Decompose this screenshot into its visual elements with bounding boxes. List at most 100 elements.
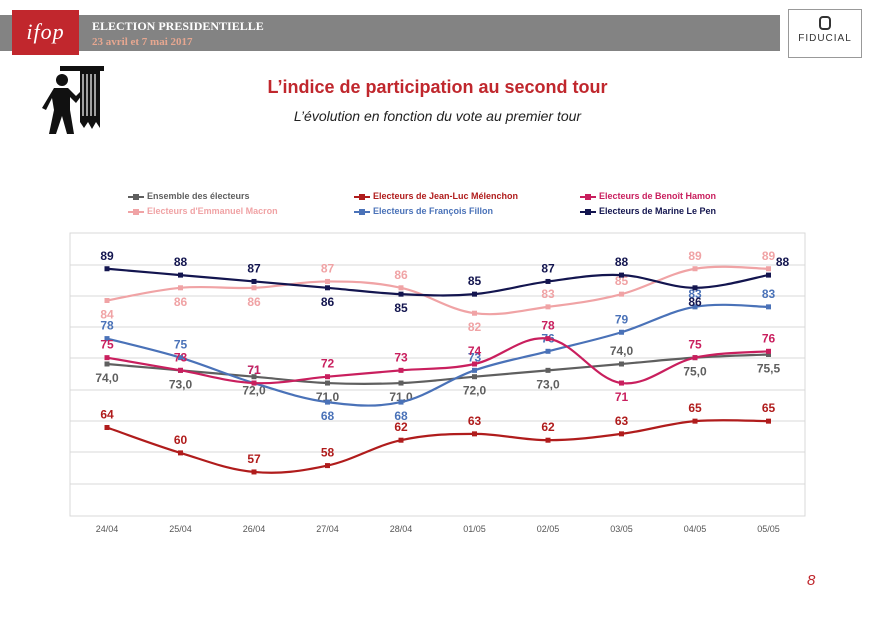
data-point xyxy=(251,380,257,386)
data-point xyxy=(619,431,624,437)
data-label: 86 xyxy=(174,295,188,309)
data-point xyxy=(766,351,771,357)
data-label: 63 xyxy=(468,414,482,428)
data-point xyxy=(398,291,404,297)
legend-label: Ensemble des électeurs xyxy=(147,191,250,201)
fiducial-logo-text: FIDUCIAL xyxy=(798,33,852,44)
legend-item: Ensemble des électeurs xyxy=(128,191,250,201)
data-point xyxy=(545,278,551,284)
data-label: 64 xyxy=(100,408,114,422)
data-label: 86 xyxy=(247,295,261,309)
page-subtitle: L’évolution en fonction du vote au premi… xyxy=(293,108,582,124)
data-label: 63 xyxy=(615,414,629,428)
data-label: 89 xyxy=(100,249,114,263)
series-line xyxy=(106,303,769,407)
legend-item: Electeurs d'Emmanuel Macron xyxy=(128,206,278,216)
data-label: 57 xyxy=(247,452,261,466)
legend-item: Electeurs de François Fillon xyxy=(354,206,493,216)
legend-item: Electeurs de Marine Le Pen xyxy=(580,206,716,216)
data-label: 62 xyxy=(541,420,555,434)
data-label: 71 xyxy=(247,363,261,377)
data-point xyxy=(766,272,771,278)
legend-label: Electeurs de Benoît Hamon xyxy=(599,191,717,201)
data-point xyxy=(398,437,404,443)
data-label: 82 xyxy=(468,320,482,334)
data-point xyxy=(104,425,110,430)
data-label: 65 xyxy=(688,401,702,415)
data-point xyxy=(251,469,257,475)
data-label: 76 xyxy=(762,331,776,345)
data-point xyxy=(692,418,698,424)
data-label: 88 xyxy=(174,255,188,269)
data-point xyxy=(178,355,183,361)
data-label: 83 xyxy=(541,287,555,301)
data-label: 72 xyxy=(321,357,335,371)
legend-swatch xyxy=(354,193,370,200)
legend-label: Electeurs de Jean-Luc Mélenchon xyxy=(373,191,519,201)
data-point xyxy=(472,374,477,380)
data-point xyxy=(104,298,110,303)
data-label: 72,0 xyxy=(463,384,487,398)
series-line xyxy=(106,267,769,297)
data-point xyxy=(178,367,183,373)
legend-item: Electeurs de Benoît Hamon xyxy=(580,191,716,201)
legend-label: Electeurs de François Fillon xyxy=(373,206,494,216)
data-point xyxy=(398,380,404,386)
data-point xyxy=(325,374,330,380)
data-point xyxy=(766,418,771,424)
fiducial-mark-icon xyxy=(819,16,831,30)
data-point xyxy=(692,304,698,310)
data-label: 60 xyxy=(174,433,188,447)
data-label: 84 xyxy=(100,308,114,322)
data-label: 73 xyxy=(174,350,188,364)
data-point xyxy=(325,399,330,405)
data-point xyxy=(619,380,624,386)
header-title: ELECTION PRESIDENTIELLE xyxy=(92,19,264,33)
data-point xyxy=(178,272,183,278)
data-point xyxy=(619,272,624,278)
data-point xyxy=(472,367,477,373)
data-point xyxy=(398,367,404,373)
x-tick-label: 25/04 xyxy=(169,524,192,534)
legend-swatch xyxy=(580,208,596,215)
data-label: 68 xyxy=(394,409,408,423)
data-label: 88 xyxy=(776,255,790,269)
data-label: 73 xyxy=(468,350,482,364)
data-label: 73,0 xyxy=(169,377,193,391)
data-point xyxy=(472,361,477,367)
data-point xyxy=(472,291,477,297)
x-tick-label: 28/04 xyxy=(390,524,413,534)
data-label: 75 xyxy=(174,338,188,352)
data-label: 89 xyxy=(688,249,702,263)
data-point xyxy=(692,266,698,272)
x-tick-label: 26/04 xyxy=(243,524,266,534)
data-point xyxy=(104,266,110,272)
data-label: 83 xyxy=(688,287,702,301)
fiducial-logo: FIDUCIAL xyxy=(788,9,862,58)
page-title: L’indice de participation au second tour xyxy=(267,77,608,97)
series-line xyxy=(106,337,769,385)
data-point xyxy=(692,285,698,291)
data-point xyxy=(619,329,624,335)
data-label: 75,0 xyxy=(683,365,707,379)
data-point xyxy=(178,285,183,291)
header-bar xyxy=(0,15,780,51)
legend-swatch xyxy=(354,208,370,215)
data-point xyxy=(251,374,257,380)
x-tick-label: 27/04 xyxy=(316,524,339,534)
series-line xyxy=(106,265,769,316)
data-point xyxy=(398,399,404,405)
legend-label: Electeurs de Marine Le Pen xyxy=(599,206,717,216)
data-label: 85 xyxy=(468,274,482,288)
data-point xyxy=(545,348,551,354)
data-label: 78 xyxy=(541,319,555,333)
data-label: 65 xyxy=(762,401,776,415)
x-tick-label: 05/05 xyxy=(757,524,780,534)
data-point xyxy=(545,336,551,342)
data-point xyxy=(766,266,771,272)
data-label: 74,0 xyxy=(95,371,119,385)
data-label: 87 xyxy=(321,261,335,275)
data-point xyxy=(325,278,330,284)
data-point xyxy=(472,431,477,437)
